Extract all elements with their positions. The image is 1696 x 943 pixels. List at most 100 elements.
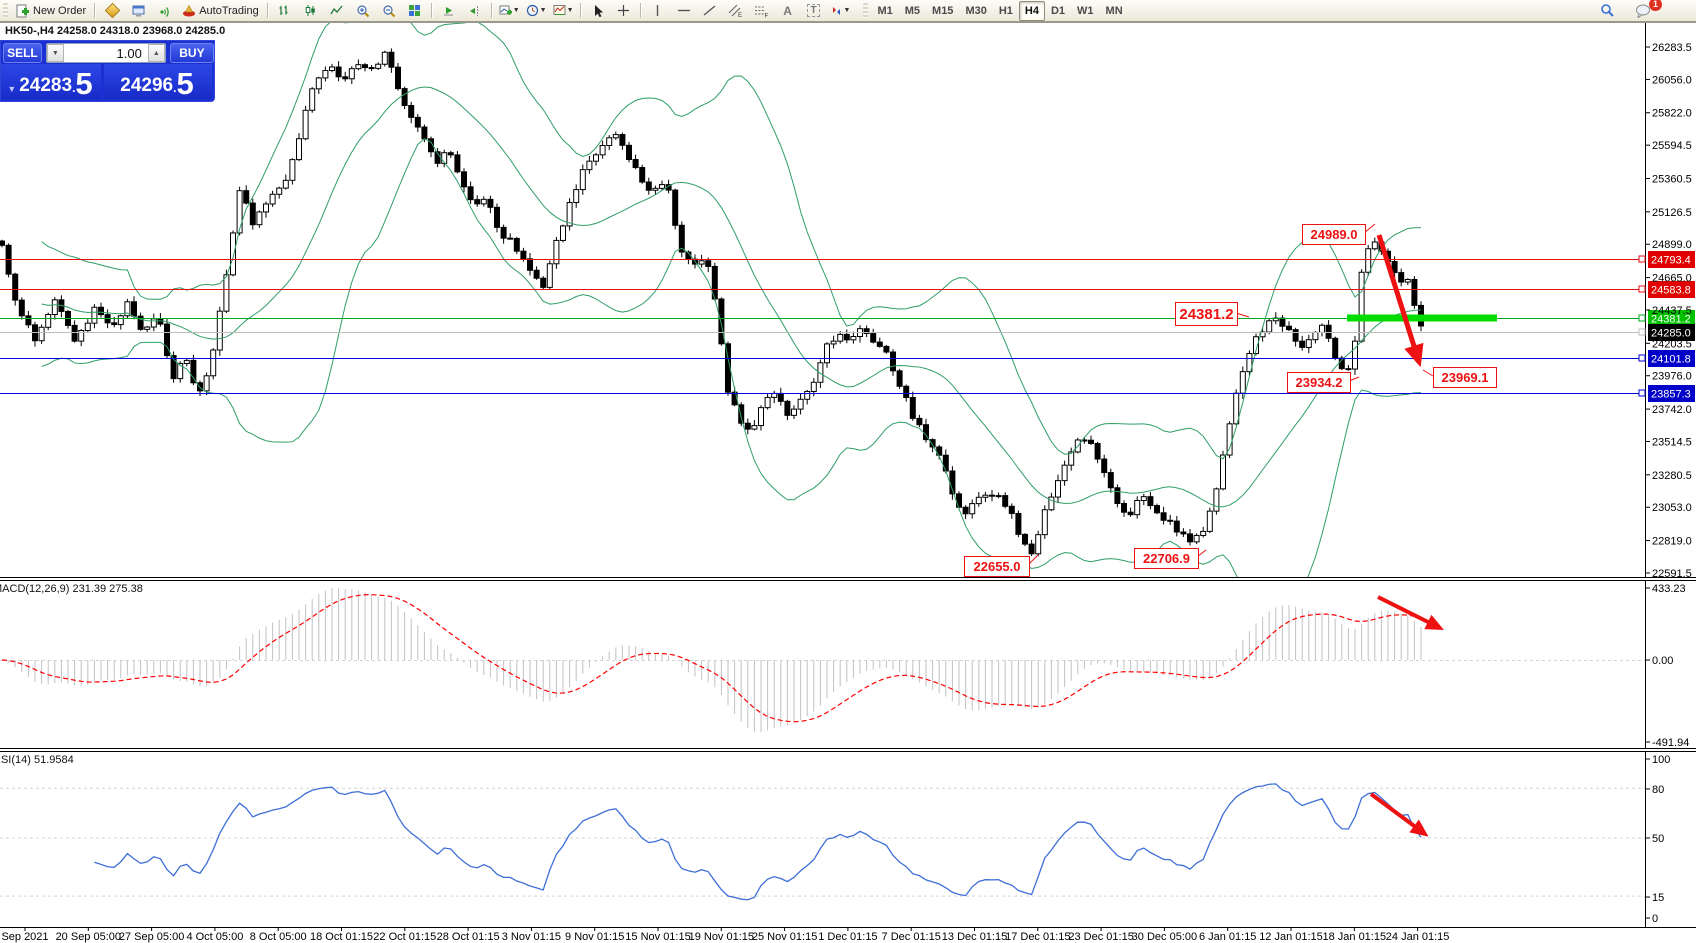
vertical-line-tool-button[interactable]	[645, 1, 671, 21]
one-click-trading-panel: SELL ▼ 1.00 ▲ BUY ▼ 24283 . 5 24296 . 5	[0, 40, 215, 102]
channel-tool-button[interactable]: E	[723, 1, 749, 21]
ohlc-values: 24258.0 24318.0 23968.0 24285.0	[56, 25, 226, 37]
timeframe-button-D1[interactable]: D1	[1050, 4, 1066, 17]
timeframe-button-M5[interactable]: M5	[904, 4, 921, 17]
dropdown-caret-icon: ▼	[539, 7, 547, 14]
svg-text:15 Nov 01:15: 15 Nov 01:15	[625, 931, 690, 943]
dropdown-caret-icon: ▼	[843, 7, 851, 14]
svg-text:23 Dec 01:15: 23 Dec 01:15	[1068, 931, 1133, 943]
new-chart-icon	[499, 5, 512, 15]
price-annotation-23934.2[interactable]: 23934.2	[1287, 372, 1351, 393]
svg-text:28 Oct 01:15: 28 Oct 01:15	[437, 931, 500, 943]
strategy-signal-button[interactable]	[151, 1, 177, 21]
timeframe-button-H4[interactable]: H4	[1018, 0, 1045, 21]
buy-price-big-digit: 5	[176, 66, 194, 101]
timeframe-group: M1 M5 M15 M30 H1 H4 D1 W1 MN	[871, 0, 1128, 21]
sell-price-button[interactable]: ▼ 24283 . 5	[1, 64, 101, 99]
timeframe-button-MN[interactable]: MN	[1105, 4, 1123, 17]
svg-text:24285.0: 24285.0	[1651, 328, 1691, 340]
buy-price-main: 24296	[120, 75, 174, 96]
chart-ohlc-header: HK50-,H4 24258.0 24318.0 23968.0 24285.0	[5, 25, 225, 37]
tick-direction-icon: ▼	[7, 84, 17, 94]
zoom-in-button[interactable]	[350, 1, 376, 21]
autotrading-button[interactable]: AutoTrading	[177, 1, 264, 21]
period-button[interactable]: ▼	[523, 1, 550, 21]
crosshair-tool-button[interactable]	[611, 1, 637, 21]
price-annotation-24381.2[interactable]: 24381.2	[1175, 302, 1238, 326]
trend-arrow	[1369, 792, 1429, 837]
zoom-out-button[interactable]	[376, 1, 402, 21]
label-tool-button[interactable]: T	[801, 1, 827, 21]
bar-chart-icon	[279, 5, 288, 15]
volume-input[interactable]: 1.00	[116, 45, 142, 61]
toolbar-grip[interactable]	[863, 3, 869, 18]
timeframe-button-H1[interactable]: H1	[998, 4, 1013, 17]
buy-button[interactable]: BUY	[169, 43, 214, 63]
svg-text:25822.0: 25822.0	[1652, 108, 1692, 120]
svg-text:E: E	[738, 13, 742, 18]
macd-histogram	[8, 588, 1422, 732]
svg-text:22591.5: 22591.5	[1652, 568, 1692, 580]
template-icon	[553, 5, 566, 15]
svg-text:4 Oct 05:00: 4 Oct 05:00	[186, 931, 243, 943]
volume-increase-button[interactable]: ▲	[147, 44, 165, 62]
tile-windows-button[interactable]	[402, 1, 428, 21]
auto-scroll-button[interactable]	[436, 1, 462, 21]
search-icon	[1600, 4, 1614, 17]
separator	[94, 3, 97, 18]
svg-text:100: 100	[1652, 754, 1670, 766]
fibonacci-tool-button[interactable]: F	[749, 1, 775, 21]
vertical-line-icon	[656, 5, 659, 16]
separator	[639, 3, 642, 18]
signal-icon	[160, 6, 169, 17]
timeframe-button-M30[interactable]: M30	[965, 4, 987, 17]
data-window-button[interactable]	[125, 1, 151, 21]
svg-text:22 Oct 01:15: 22 Oct 01:15	[373, 931, 436, 943]
arrows-tool-button[interactable]: ▼	[827, 1, 854, 21]
candlestick-icon	[305, 5, 316, 16]
price-annotation-22706.9[interactable]: 22706.9	[1134, 548, 1199, 569]
template-button[interactable]: ▼	[550, 1, 577, 21]
trendline-tool-button[interactable]	[697, 1, 723, 21]
separator	[266, 3, 269, 18]
price-annotation-24989.0[interactable]: 24989.0	[1302, 224, 1366, 245]
new-chart-button[interactable]: ▼	[496, 1, 523, 21]
price-annotation-22655.0[interactable]: 22655.0	[964, 556, 1030, 577]
notifications-button[interactable]: 1	[1630, 0, 1662, 21]
toolbar-grip[interactable]	[3, 3, 8, 18]
svg-text:3 Nov 01:15: 3 Nov 01:15	[502, 931, 561, 943]
svg-text:F: F	[765, 13, 769, 18]
price-annotation-23969.1[interactable]: 23969.1	[1433, 367, 1497, 388]
svg-text:Sep 2021: Sep 2021	[1, 931, 48, 943]
sell-button[interactable]: SELL	[3, 43, 42, 63]
text-tool-button[interactable]: A	[775, 1, 801, 21]
auto-scroll-icon	[444, 6, 454, 15]
separator	[430, 3, 433, 18]
svg-text:23976.0: 23976.0	[1652, 371, 1692, 383]
bar-chart-button[interactable]	[272, 1, 298, 21]
chart-shift-button[interactable]	[462, 1, 488, 21]
line-chart-button[interactable]	[324, 1, 350, 21]
search-button[interactable]	[1594, 1, 1620, 21]
monitor-icon	[132, 5, 145, 16]
cursor-tool-button[interactable]	[585, 1, 611, 21]
timeframe-button-W1[interactable]: W1	[1077, 4, 1094, 17]
rsi-line	[94, 783, 1422, 901]
timeframe-button-M15[interactable]: M15	[932, 4, 954, 17]
timeframe-button-M1[interactable]: M1	[877, 4, 893, 17]
svg-text:20 Sep 05:00: 20 Sep 05:00	[56, 931, 121, 943]
buy-price-button[interactable]: 24296 . 5	[104, 64, 212, 99]
horizontal-line-tool-button[interactable]	[671, 1, 697, 21]
new-order-button[interactable]: New Order	[11, 1, 91, 21]
candlestick-chart-button[interactable]	[298, 1, 324, 21]
volume-decrease-button[interactable]: ▼	[46, 44, 64, 62]
market-watch-button[interactable]	[99, 1, 125, 21]
separator	[579, 3, 582, 18]
svg-text:-491.94: -491.94	[1652, 737, 1689, 749]
svg-text:0: 0	[1652, 913, 1658, 925]
svg-text:15: 15	[1652, 892, 1664, 904]
svg-text:1 Dec 01:15: 1 Dec 01:15	[818, 931, 877, 943]
dropdown-caret-icon: ▼	[512, 7, 520, 14]
svg-text:17 Dec 01:15: 17 Dec 01:15	[1005, 931, 1070, 943]
